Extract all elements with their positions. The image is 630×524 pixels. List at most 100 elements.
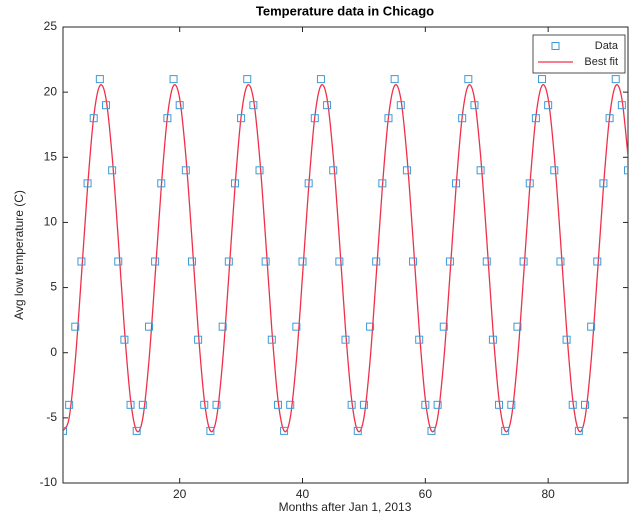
y-tick-label: 10 xyxy=(44,215,58,229)
data-point xyxy=(347,400,356,409)
data-point xyxy=(151,257,160,266)
data-point xyxy=(519,257,528,266)
data-point xyxy=(617,101,626,110)
data-point xyxy=(329,166,338,175)
data-point xyxy=(243,75,252,84)
data-point xyxy=(194,335,203,344)
data-point xyxy=(366,322,375,331)
y-tick-label: 0 xyxy=(50,345,57,359)
data-point xyxy=(218,322,227,331)
y-tick-label: 25 xyxy=(44,19,58,33)
data-point xyxy=(538,75,547,84)
data-point xyxy=(458,114,467,123)
data-point xyxy=(421,400,430,409)
data-point xyxy=(63,426,67,435)
data-point xyxy=(495,400,504,409)
data-point xyxy=(390,75,399,84)
data-point xyxy=(101,101,110,110)
data-point xyxy=(384,114,393,123)
data-point xyxy=(556,257,565,266)
data-point xyxy=(415,335,424,344)
data-point xyxy=(200,400,209,409)
data-point xyxy=(531,114,540,123)
data-point xyxy=(261,257,270,266)
data-point xyxy=(488,335,497,344)
y-axis-label: Avg low temperature (C) xyxy=(12,190,26,320)
data-point xyxy=(476,166,485,175)
data-point xyxy=(169,75,178,84)
data-point xyxy=(599,179,608,188)
x-tick-label: 80 xyxy=(541,487,555,501)
data-point xyxy=(593,257,602,266)
data-point xyxy=(568,400,577,409)
data-point xyxy=(237,114,246,123)
data-point xyxy=(316,75,325,84)
data-point xyxy=(513,322,522,331)
data-point xyxy=(353,426,362,435)
data-point xyxy=(470,101,479,110)
legend-box xyxy=(532,34,626,74)
data-point xyxy=(132,426,141,435)
data-point xyxy=(544,101,553,110)
data-point xyxy=(464,75,473,84)
data-point xyxy=(212,400,221,409)
data-point xyxy=(108,166,117,175)
legend-label: Best fit xyxy=(584,56,618,68)
data-point xyxy=(267,335,276,344)
data-point xyxy=(175,101,184,110)
x-tick-label: 40 xyxy=(296,487,310,501)
data-point xyxy=(273,400,282,409)
data-point xyxy=(292,322,301,331)
data-point xyxy=(433,400,442,409)
data-point xyxy=(138,400,147,409)
plot-area xyxy=(62,26,629,484)
data-point xyxy=(396,101,405,110)
data-point xyxy=(286,400,295,409)
data-point xyxy=(255,166,264,175)
data-point xyxy=(224,257,233,266)
data-point xyxy=(452,179,461,188)
data-point xyxy=(402,166,411,175)
data-point xyxy=(230,179,239,188)
data-point xyxy=(574,426,583,435)
data-point xyxy=(114,257,123,266)
y-tick-label: -10 xyxy=(40,475,58,489)
data-point xyxy=(587,322,596,331)
data-point xyxy=(372,257,381,266)
x-axis-label: Months after Jan 1, 2013 xyxy=(279,500,412,514)
data-point xyxy=(427,426,436,435)
y-tick-label: 5 xyxy=(50,280,57,294)
data-point xyxy=(581,400,590,409)
data-point xyxy=(507,400,516,409)
data-point xyxy=(624,166,628,175)
data-point xyxy=(378,179,387,188)
data-point xyxy=(323,101,332,110)
data-point xyxy=(562,335,571,344)
data-point xyxy=(144,322,153,331)
data-point xyxy=(77,257,86,266)
data-point xyxy=(89,114,98,123)
data-point xyxy=(439,322,448,331)
data-point xyxy=(249,101,258,110)
data-point xyxy=(181,166,190,175)
data-point xyxy=(525,179,534,188)
data-point xyxy=(304,179,313,188)
legend-swatch xyxy=(551,42,560,50)
data-point xyxy=(611,75,620,84)
x-tick-label: 20 xyxy=(173,487,187,501)
data-point xyxy=(120,335,129,344)
data-point xyxy=(550,166,559,175)
data-point xyxy=(157,179,166,188)
data-point xyxy=(298,257,307,266)
data-point xyxy=(126,400,135,409)
data-point xyxy=(359,400,368,409)
data-point xyxy=(310,114,319,123)
data-point xyxy=(335,257,344,266)
fit-line xyxy=(63,84,628,433)
data-point xyxy=(95,75,104,84)
data-point xyxy=(409,257,418,266)
plot-layer xyxy=(63,75,628,435)
data-point xyxy=(65,400,74,409)
data-point xyxy=(83,179,92,188)
